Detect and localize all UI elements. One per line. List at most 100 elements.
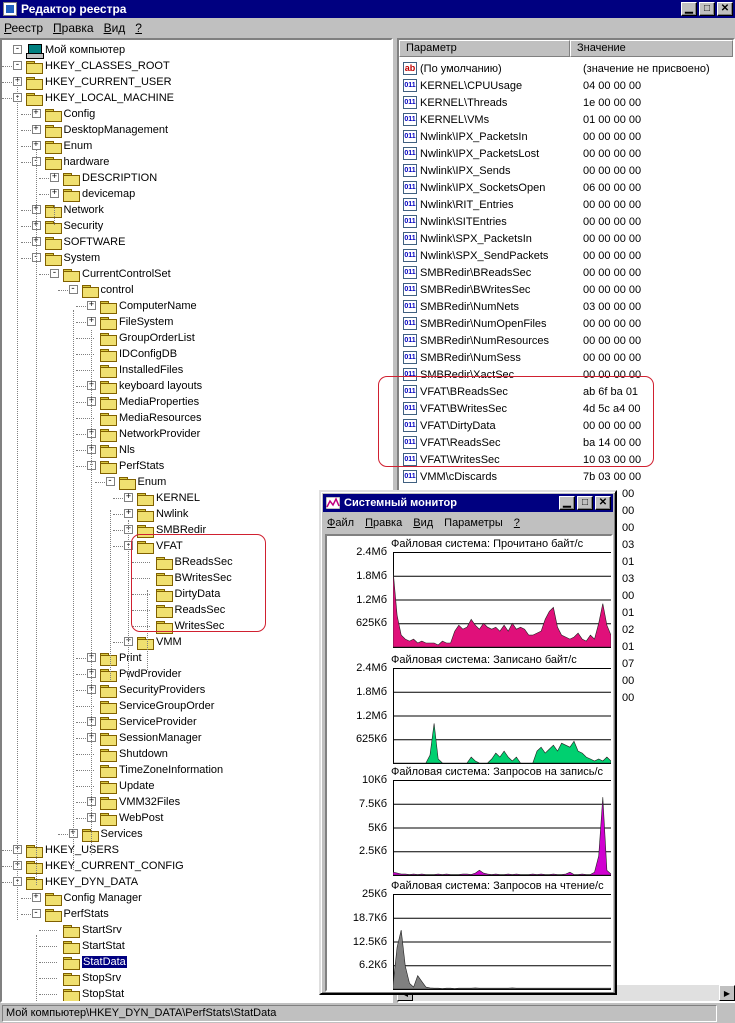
value-row[interactable]: 011 SMBRedir\NumResources 00 00 00 00 <box>403 332 641 349</box>
tree-node[interactable]: Config Manager <box>44 890 142 906</box>
value-row[interactable]: 011 VFAT\DirtyData 00 00 00 00 <box>403 417 641 434</box>
collapse-icon[interactable]: - <box>13 44 22 54</box>
tree-node[interactable]: PwdProvider <box>100 666 181 682</box>
monitor-minimize-button[interactable]: ▁ <box>559 496 575 510</box>
value-row-partial[interactable]: 02 <box>622 621 634 638</box>
tree-node[interactable]: MediaResources <box>100 410 202 426</box>
collapse-icon[interactable]: - <box>105 476 115 486</box>
value-row[interactable]: 011 VFAT\BReadsSec ab 6f ba 01 <box>403 383 638 400</box>
tree-node[interactable]: MediaProperties <box>100 394 199 410</box>
value-row[interactable]: 011 Nwlink\IPX_Sends 00 00 00 00 <box>403 162 641 179</box>
tree-node[interactable]: Enum <box>118 474 166 490</box>
expand-icon[interactable]: + <box>31 892 41 902</box>
tree-node[interactable]: GroupOrderList <box>100 330 195 346</box>
menu-registry[interactable]: Реестр <box>4 21 44 35</box>
tree-node[interactable]: PerfStats <box>44 906 109 922</box>
tree-node[interactable]: BReadsSec <box>155 554 233 570</box>
tree-node[interactable]: IDConfigDB <box>100 346 177 362</box>
tree-node[interactable]: SOFTWARE <box>44 234 125 250</box>
menu-help[interactable]: ? <box>135 21 142 35</box>
tree-node[interactable]: HKEY_DYN_DATA <box>26 874 138 890</box>
expand-icon[interactable]: + <box>124 492 133 502</box>
tree-node[interactable]: System <box>44 250 100 266</box>
expand-icon[interactable]: + <box>31 108 41 118</box>
tree-node[interactable]: CurrentControlSet <box>63 266 171 282</box>
tree-node[interactable]: PerfStats <box>100 458 164 474</box>
tree-node[interactable]: HKEY_LOCAL_MACHINE <box>26 90 174 106</box>
tree-node[interactable]: VMM32Files <box>100 794 180 810</box>
tree-node[interactable]: InstalledFiles <box>100 362 183 378</box>
monitor-close-button[interactable]: ✕ <box>595 496 611 510</box>
collapse-icon[interactable]: - <box>68 284 78 294</box>
value-row[interactable]: 011 VFAT\WritesSec 10 03 00 00 <box>403 451 641 468</box>
tree-node[interactable]: devicemap <box>63 186 135 202</box>
tree-node[interactable]: DirtyData <box>155 586 220 602</box>
value-row[interactable]: 011 KERNEL\VMs 01 00 00 00 <box>403 111 641 128</box>
tree-node[interactable]: keyboard layouts <box>100 378 202 394</box>
value-row[interactable]: 011 VMM\cDiscards 7b 03 00 00 <box>403 468 641 485</box>
tree-node[interactable]: FileSystem <box>100 314 173 330</box>
tree-node[interactable]: StartStat <box>63 938 125 954</box>
value-row[interactable]: 011 Nwlink\RIT_Entries 00 00 00 00 <box>403 196 641 213</box>
value-row-partial[interactable]: 00 <box>622 587 634 604</box>
tree-node[interactable]: VFAT <box>137 538 183 554</box>
tree-node[interactable]: TimeZoneInformation <box>100 762 223 778</box>
tree-node[interactable]: hardware <box>44 154 109 170</box>
expand-icon[interactable]: + <box>87 300 96 310</box>
maximize-button[interactable]: □ <box>699 2 715 16</box>
value-row[interactable]: 011 KERNEL\Threads 1e 00 00 00 <box>403 94 641 111</box>
tree-node[interactable]: ComputerName <box>100 298 197 314</box>
tree-node[interactable]: WebPost <box>100 810 163 826</box>
tree-node[interactable]: BWritesSec <box>155 570 232 586</box>
value-row[interactable]: 011 SMBRedir\XactSec 00 00 00 00 <box>403 366 641 383</box>
value-row[interactable]: 011 SMBRedir\BWritesSec 00 00 00 00 <box>403 281 641 298</box>
monitor-maximize-button[interactable]: □ <box>577 496 593 510</box>
close-button[interactable]: ✕ <box>717 2 733 16</box>
value-row[interactable]: 011 Nwlink\SITEntries 00 00 00 00 <box>403 213 641 230</box>
monitor-menu-file[interactable]: Файл <box>327 517 355 529</box>
value-row[interactable]: 011 KERNEL\CPUUsage 04 00 00 00 <box>403 77 641 94</box>
monitor-menu-view[interactable]: Вид <box>413 517 434 529</box>
value-row[interactable]: 011 VFAT\ReadsSec ba 14 00 00 <box>403 434 641 451</box>
expand-icon[interactable]: + <box>50 188 59 198</box>
tree-node[interactable]: KERNEL <box>137 490 200 506</box>
expand-icon[interactable]: + <box>50 172 59 182</box>
tree-node[interactable]: ServiceProvider <box>100 714 197 730</box>
value-row-partial[interactable]: 00 <box>622 672 634 689</box>
value-row-partial[interactable]: 03 <box>622 570 634 587</box>
tree-node[interactable]: StatData <box>63 954 127 970</box>
tree-node[interactable]: Enum <box>44 138 92 154</box>
system-monitor-window[interactable]: Системный монитор ▁ □ ✕ Файл Правка Вид … <box>319 490 617 995</box>
monitor-menu-options[interactable]: Параметры <box>444 517 503 529</box>
tree-root-my-computer[interactable]: Мой компьютер <box>26 42 125 59</box>
monitor-menu-edit[interactable]: Правка <box>365 517 403 529</box>
tree-node[interactable]: StartSrv <box>63 922 122 938</box>
value-row[interactable]: ab (По умолчанию) (значение не присвоено) <box>403 60 710 77</box>
minimize-button[interactable]: ▁ <box>681 2 697 16</box>
tree-node[interactable]: StopSrv <box>63 970 121 986</box>
tree-node[interactable]: control <box>81 282 134 298</box>
value-row-partial[interactable]: 00 <box>622 485 634 502</box>
value-row[interactable]: 011 VFAT\BWritesSec 4d 5c a4 00 <box>403 400 641 417</box>
tree-node[interactable]: WritesSec <box>155 618 224 634</box>
value-row[interactable]: 011 SMBRedir\NumOpenFiles 00 00 00 00 <box>403 315 641 332</box>
tree-node[interactable]: NetworkProvider <box>100 426 200 442</box>
value-row-partial[interactable]: 01 <box>622 604 634 621</box>
tree-node[interactable]: HKEY_CLASSES_ROOT <box>26 58 170 74</box>
column-header-name[interactable]: Параметр <box>399 40 570 57</box>
value-row[interactable]: 011 Nwlink\IPX_PacketsLost 00 00 00 00 <box>403 145 641 162</box>
expand-icon[interactable]: + <box>31 140 41 150</box>
tree-node[interactable]: Config <box>44 106 95 122</box>
tree-node[interactable]: Nls <box>100 442 135 458</box>
tree-node[interactable]: Services <box>81 826 143 842</box>
tree-node[interactable]: Network <box>44 202 104 218</box>
value-row[interactable]: 011 Nwlink\SPX_SendPackets 00 00 00 00 <box>403 247 641 264</box>
scroll-right-arrow-icon[interactable]: ▶ <box>719 985 735 1001</box>
column-header-value[interactable]: Значение <box>570 40 733 57</box>
tree-node[interactable]: SMBRedir <box>137 522 206 538</box>
value-row[interactable]: 011 SMBRedir\NumSess 00 00 00 00 <box>403 349 641 366</box>
menu-edit[interactable]: Правка <box>53 21 94 35</box>
expand-icon[interactable]: + <box>124 508 133 518</box>
value-row-partial[interactable]: 01 <box>622 553 634 570</box>
collapse-icon[interactable]: - <box>13 60 22 70</box>
